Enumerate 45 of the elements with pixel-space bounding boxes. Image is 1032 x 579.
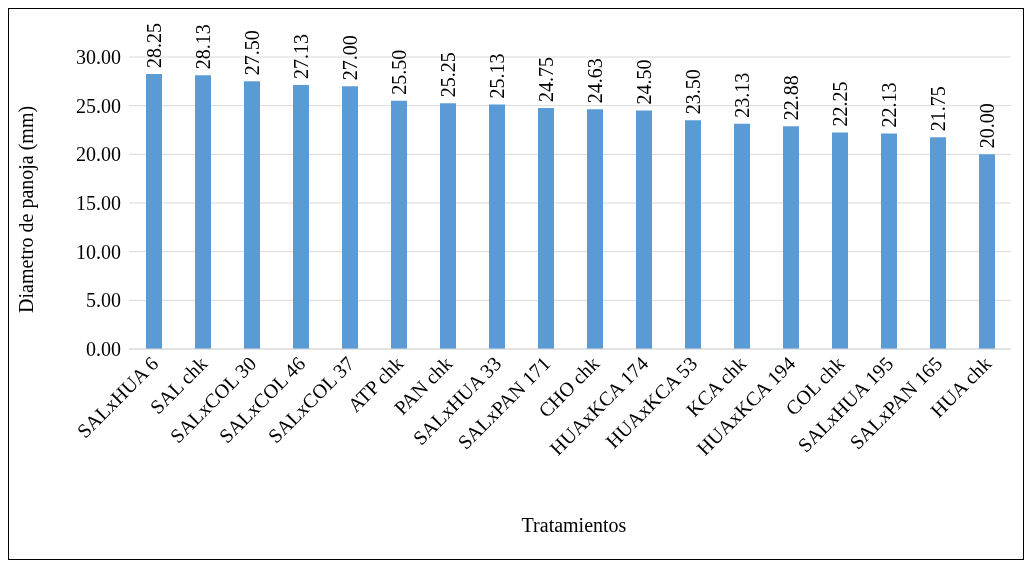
data-label: 20.00	[976, 103, 998, 149]
x-axis-title: Tratamientos	[520, 514, 628, 537]
data-label: 27.00	[339, 35, 361, 81]
data-label: 22.25	[829, 81, 851, 127]
bar	[881, 133, 897, 349]
y-axis-title: Diametro de panoja (mm)	[15, 105, 39, 313]
bar	[342, 86, 358, 349]
data-label: 25.50	[388, 49, 410, 95]
bar	[685, 120, 701, 349]
bar	[489, 104, 505, 349]
data-label: 24.50	[633, 59, 655, 105]
data-label: 28.25	[143, 23, 165, 69]
data-label: 27.13	[290, 33, 312, 79]
data-label: 21.75	[927, 86, 949, 132]
data-label: 22.13	[878, 82, 900, 128]
bar	[979, 154, 995, 349]
bar	[293, 84, 309, 349]
bar	[244, 81, 260, 349]
data-label: 24.75	[535, 57, 557, 103]
bar	[734, 123, 750, 349]
data-label: 27.50	[241, 30, 263, 76]
bar	[391, 100, 407, 349]
bar	[930, 137, 946, 349]
bar	[832, 132, 848, 349]
bar	[195, 75, 211, 349]
bar	[783, 126, 799, 349]
y-tick-label: 30.00	[76, 46, 121, 69]
y-tick-label: 15.00	[76, 192, 121, 215]
bar	[440, 103, 456, 349]
data-label: 23.13	[731, 72, 753, 118]
y-tick-label: 20.00	[76, 143, 121, 166]
data-label: 24.63	[584, 58, 606, 104]
data-label: 22.88	[780, 75, 802, 121]
data-label: 25.25	[437, 52, 459, 98]
data-label: 28.13	[192, 24, 214, 70]
data-label: 23.50	[682, 69, 704, 115]
y-tick-label: 10.00	[76, 240, 121, 263]
bar	[587, 109, 603, 349]
y-tick-label: 25.00	[76, 94, 121, 117]
bar	[146, 74, 162, 349]
y-tick-label: 0.00	[86, 338, 121, 361]
bar	[636, 110, 652, 349]
data-label: 25.13	[486, 53, 508, 99]
y-tick-label: 5.00	[86, 289, 121, 312]
bar	[538, 108, 554, 349]
